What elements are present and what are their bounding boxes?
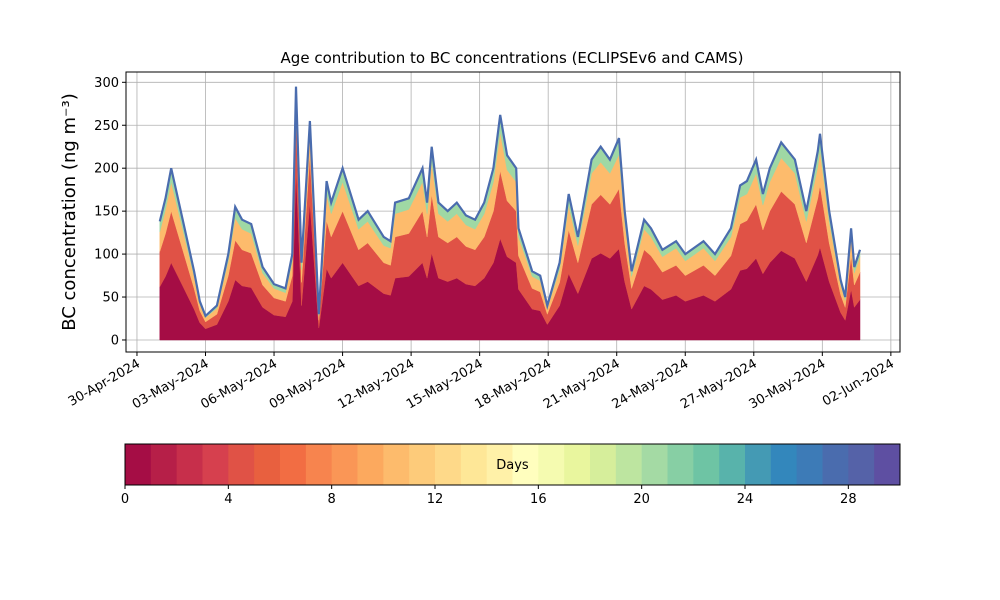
x-tick-label: 09-May-2024 [267,356,349,412]
colorbar-swatch [305,444,333,485]
y-tick-label: 0 [111,333,119,348]
colorbar-swatch [615,444,643,485]
colorbar-swatch [486,444,513,485]
x-tick-label: 12-May-2024 [335,356,417,412]
y-tick-label: 250 [94,119,119,134]
colorbar-swatch [254,444,281,485]
x-tick-label: 06-May-2024 [198,356,280,412]
x-tick-label: 15-May-2024 [404,356,486,412]
y-axis-label: BC concentration (ng m⁻³) [59,93,80,331]
chart-title: Age contribution to BC concentrations (E… [281,49,744,67]
colorbar-swatch [280,444,307,485]
colorbar-tick-label: 12 [427,492,444,507]
x-tick-label: 03-May-2024 [130,356,212,412]
y-tick-label: 150 [94,205,119,220]
colorbar-swatch [125,444,152,485]
colorbar-swatch [512,444,539,485]
y-tick-label: 100 [94,248,119,263]
outline [158,86,862,318]
colorbar-swatch [331,444,358,485]
colorbar-swatch [848,444,875,485]
colorbar-swatch [770,444,798,485]
colorbar-swatch [538,444,565,485]
colorbar-swatch [383,444,410,485]
colorbar-swatch [150,444,178,485]
colorbar-swatch [202,444,229,485]
y-tick-label: 200 [94,162,119,177]
x-tick-label: 18-May-2024 [473,356,555,412]
colorbar-tick-label: 28 [840,492,857,507]
colorbar-swatch [745,444,772,485]
x-tick-label: 02-Jun-2024 [820,356,897,409]
colorbar-swatch [641,444,668,485]
colorbar-swatch [667,444,694,485]
y-tick-label: 300 [94,76,119,91]
plot-frame [125,71,901,353]
colorbar-swatch [796,444,823,485]
x-tick-label: 21-May-2024 [541,356,623,412]
colorbar-tick-label: 20 [633,492,650,507]
colorbar-swatch [874,444,901,485]
colorbar-swatch [460,444,488,485]
y-tick-label: 50 [102,291,119,306]
colorbar-label: Days [496,458,529,473]
colorbar-swatch [719,444,746,485]
colorbar-swatch [435,444,462,485]
colorbar-frame [124,443,901,486]
colorbar-swatch [228,444,255,485]
colorbar-tick-label: 16 [530,492,547,507]
colorbar-swatch [590,444,617,485]
colorbar-swatch [693,444,720,485]
colorbar-swatch [357,444,384,485]
x-tick-label: 30-May-2024 [747,356,829,412]
x-tick-label: 27-May-2024 [678,356,760,412]
colorbar-swatch [409,444,436,485]
colorbar-tick-label: 0 [121,492,129,507]
colorbar-tick-label: 24 [737,492,754,507]
colorbar-swatch [564,444,591,485]
colorbar-tick-label: 8 [328,492,336,507]
x-tick-label: 24-May-2024 [610,356,692,412]
colorbar-swatch [822,444,849,485]
colorbar-swatch [176,444,203,485]
colorbar-tick-label: 4 [224,492,232,507]
